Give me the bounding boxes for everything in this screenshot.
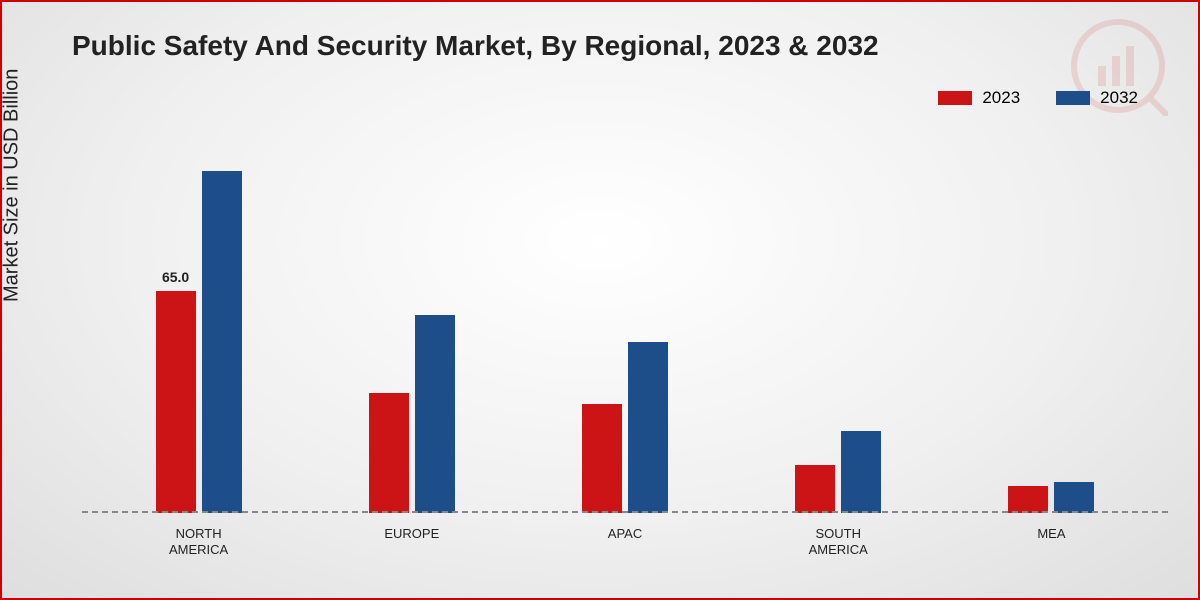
bar-group bbox=[518, 137, 731, 513]
legend-swatch-2023 bbox=[938, 91, 972, 105]
x-tick-label: APAC bbox=[518, 526, 731, 559]
legend: 2023 2032 bbox=[938, 88, 1138, 108]
bar bbox=[415, 315, 455, 513]
legend-swatch-2032 bbox=[1056, 91, 1090, 105]
plot-area: 65.0 bbox=[82, 137, 1168, 513]
x-tick-label: SOUTH AMERICA bbox=[732, 526, 945, 559]
bar bbox=[369, 393, 409, 513]
y-axis-label: Market Size in USD Billion bbox=[1, 69, 24, 302]
chart-frame: Public Safety And Security Market, By Re… bbox=[0, 0, 1200, 600]
bar-group bbox=[732, 137, 945, 513]
bar bbox=[1008, 486, 1048, 513]
x-tick-label: EUROPE bbox=[305, 526, 518, 559]
bar-group: 65.0 bbox=[92, 137, 305, 513]
legend-item-2032: 2032 bbox=[1056, 88, 1138, 108]
chart-title: Public Safety And Security Market, By Re… bbox=[72, 30, 879, 62]
legend-label-2032: 2032 bbox=[1100, 88, 1138, 108]
bar bbox=[795, 465, 835, 513]
bar-value-label: 65.0 bbox=[162, 269, 189, 285]
bar bbox=[202, 171, 242, 513]
x-axis-baseline bbox=[82, 511, 1168, 513]
bar-group bbox=[945, 137, 1158, 513]
x-tick-label: MEA bbox=[945, 526, 1158, 559]
bar-groups: 65.0 bbox=[82, 137, 1168, 513]
bar: 65.0 bbox=[156, 291, 196, 513]
bar bbox=[628, 342, 668, 513]
legend-item-2023: 2023 bbox=[938, 88, 1020, 108]
bar bbox=[1054, 482, 1094, 513]
x-tick-label: NORTH AMERICA bbox=[92, 526, 305, 559]
bar bbox=[582, 404, 622, 513]
x-axis-labels: NORTH AMERICAEUROPEAPACSOUTH AMERICAMEA bbox=[82, 526, 1168, 559]
bar bbox=[841, 431, 881, 513]
bar-group bbox=[305, 137, 518, 513]
legend-label-2023: 2023 bbox=[982, 88, 1020, 108]
